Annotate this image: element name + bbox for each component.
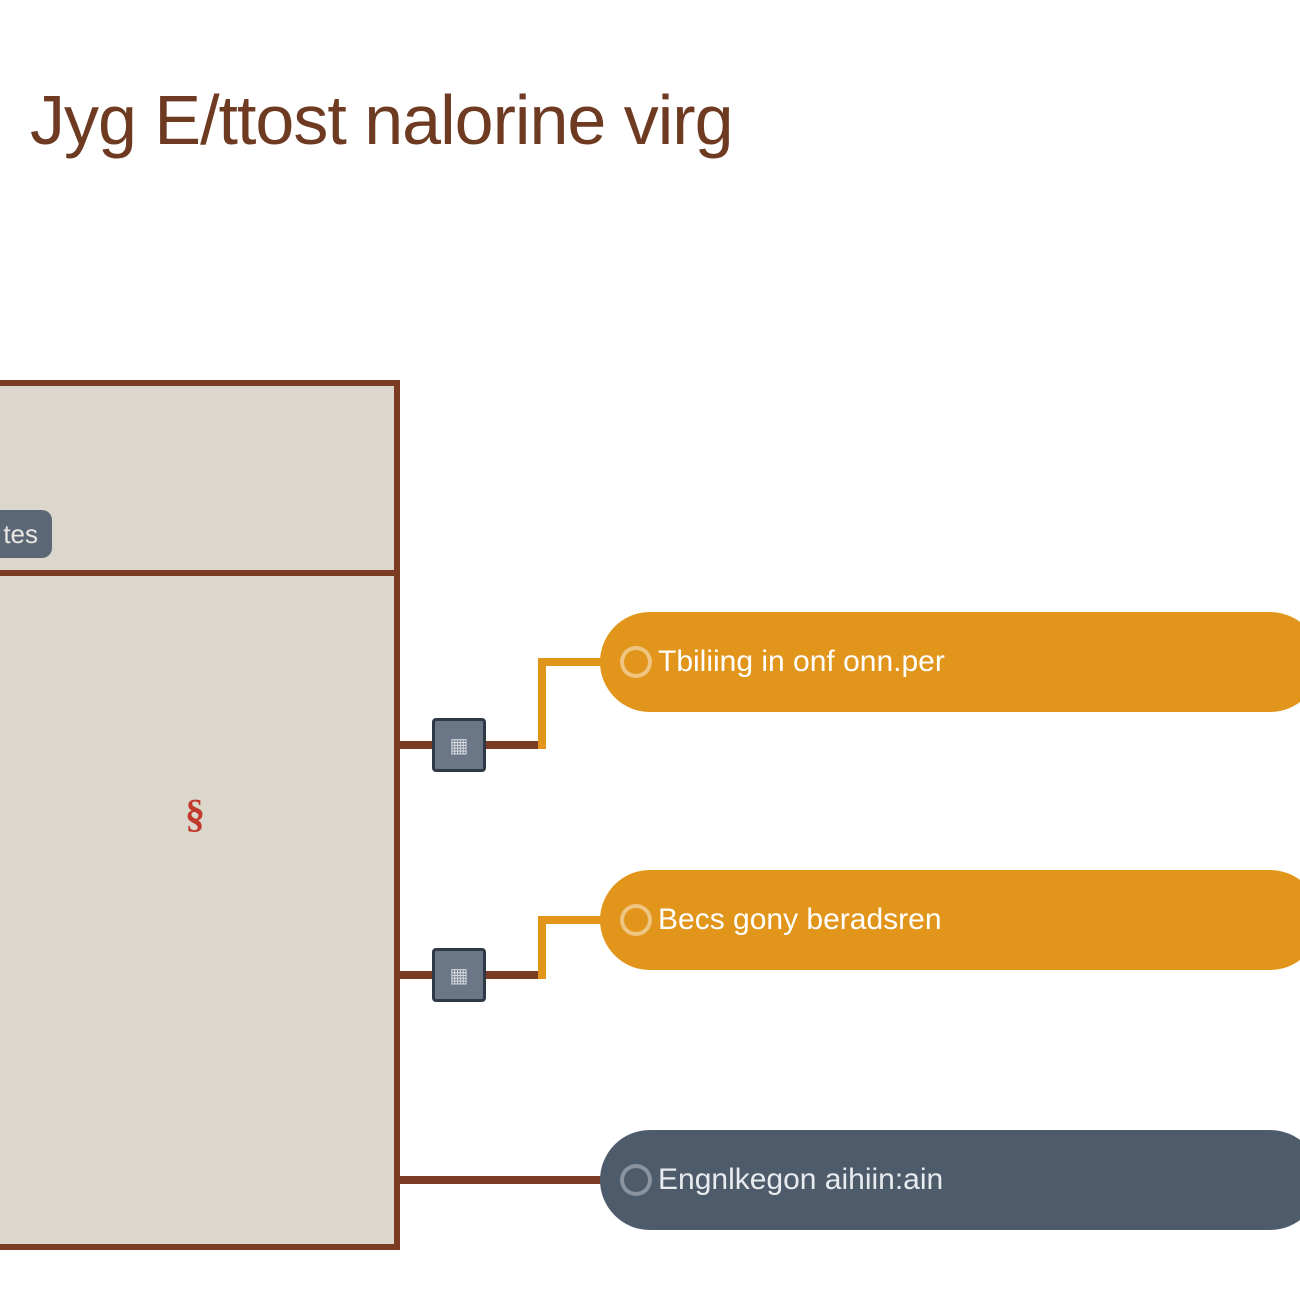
node-icon: ▦ bbox=[450, 733, 469, 758]
pill-3-bullet bbox=[620, 1164, 652, 1196]
connector-node-2: ▦ bbox=[432, 948, 486, 1002]
accent-glyph: § bbox=[185, 790, 205, 837]
source-box-tab: tes bbox=[0, 510, 52, 558]
connector-h-2a bbox=[486, 971, 546, 979]
pill-3-label: Engnlkegon aihiin:ain bbox=[658, 1163, 943, 1197]
connector-v-1 bbox=[538, 658, 546, 749]
source-box-divider bbox=[0, 570, 400, 576]
pill-3: Engnlkegon aihiin:ain bbox=[600, 1130, 1300, 1230]
source-box-tab-label: tes bbox=[3, 519, 38, 550]
pill-1-bullet bbox=[620, 646, 652, 678]
pill-2: Becs gony beradsren bbox=[600, 870, 1300, 970]
connector-stub-3 bbox=[400, 1176, 546, 1184]
pill-2-bullet bbox=[620, 904, 652, 936]
connector-v-2 bbox=[538, 916, 546, 979]
node-icon: ▦ bbox=[450, 963, 469, 988]
pill-2-label: Becs gony beradsren bbox=[658, 903, 942, 937]
pill-1-label: Tbiliing in onf onn.per bbox=[658, 645, 945, 679]
diagram-title: Jyg E/ttost nalorine virg bbox=[30, 80, 1230, 160]
connector-h-1a bbox=[486, 741, 546, 749]
connector-node-1: ▦ bbox=[432, 718, 486, 772]
diagram-canvas: Jyg E/ttost nalorine virg tes § ▦ ▦ Tbil… bbox=[0, 0, 1300, 1300]
connector-trunk bbox=[400, 741, 406, 1184]
pill-1: Tbiliing in onf onn.per bbox=[600, 612, 1300, 712]
